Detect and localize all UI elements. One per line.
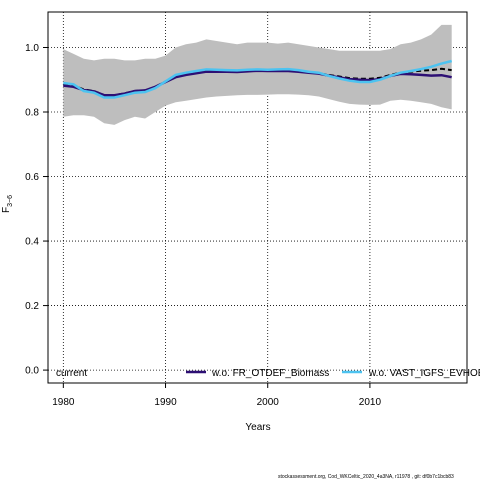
y-tick-label-0.4: 0.4	[25, 237, 39, 248]
legend: current w.o. FR_OTDEF_Biomass w.o. VAST_…	[56, 368, 480, 379]
series-line-2	[63, 59, 453, 99]
grid-lines	[48, 12, 467, 383]
y-axis-title-sub: 3−6	[7, 195, 14, 207]
y-tick-label-0.2: 0.2	[25, 301, 39, 312]
y-tick-label-0.8: 0.8	[25, 108, 39, 119]
y-tick-label-1: 1.0	[25, 43, 39, 54]
x-tick-label-1980: 1980	[52, 397, 75, 408]
x-tick-label-2000: 2000	[257, 397, 280, 408]
footer-source: stockassessment.org, Cod_WKCeltic_2020_4…	[278, 474, 454, 480]
y-axis: 0.0 0.2 0.4 0.6 0.8 1.0	[25, 43, 48, 377]
legend-label-fr-otdef: w.o. FR_OTDEF_Biomass	[211, 368, 329, 379]
x-tick-label-2010: 2010	[359, 397, 382, 408]
legend-label-vast-igfs: w.o. VAST_IGFS_EVHOE	[368, 368, 480, 379]
y-axis-title-main: F	[1, 207, 12, 213]
plot-frame	[47, 11, 468, 384]
legend-current-label: current	[56, 368, 87, 379]
y-tick-label-0: 0.0	[25, 366, 39, 377]
y-tick-label-0.6: 0.6	[25, 172, 39, 183]
confidence-band	[63, 24, 452, 125]
x-axis-title: Years	[245, 422, 270, 433]
y-axis-title: F3−6	[1, 195, 14, 213]
x-tick-label-1990: 1990	[154, 397, 177, 408]
series-lines	[63, 59, 453, 99]
x-axis: 1980 1990 2000 2010	[52, 383, 381, 408]
